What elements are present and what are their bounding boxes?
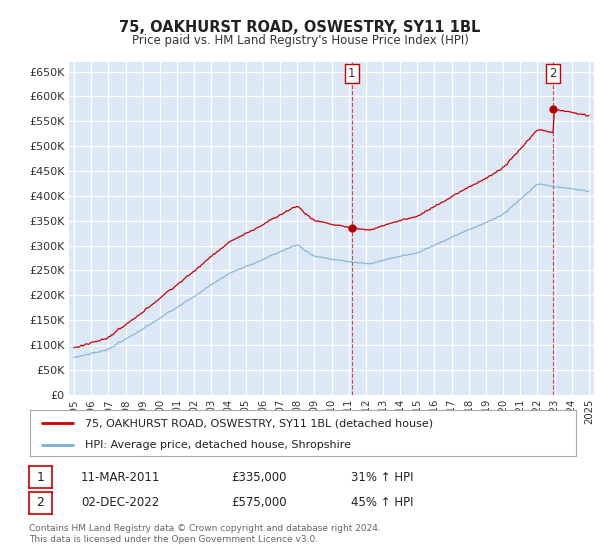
Text: 2: 2 xyxy=(36,496,44,510)
Text: £575,000: £575,000 xyxy=(231,496,287,510)
Text: 1: 1 xyxy=(348,67,356,80)
Text: 1: 1 xyxy=(36,470,44,484)
Text: HPI: Average price, detached house, Shropshire: HPI: Average price, detached house, Shro… xyxy=(85,440,350,450)
Text: 31% ↑ HPI: 31% ↑ HPI xyxy=(351,470,413,484)
Text: 75, OAKHURST ROAD, OSWESTRY, SY11 1BL: 75, OAKHURST ROAD, OSWESTRY, SY11 1BL xyxy=(119,20,481,35)
Text: £335,000: £335,000 xyxy=(231,470,287,484)
Text: 2: 2 xyxy=(550,67,557,80)
Text: Contains HM Land Registry data © Crown copyright and database right 2024.
This d: Contains HM Land Registry data © Crown c… xyxy=(29,524,380,544)
Text: 45% ↑ HPI: 45% ↑ HPI xyxy=(351,496,413,510)
Text: 11-MAR-2011: 11-MAR-2011 xyxy=(81,470,160,484)
Text: Price paid vs. HM Land Registry's House Price Index (HPI): Price paid vs. HM Land Registry's House … xyxy=(131,34,469,46)
Text: 02-DEC-2022: 02-DEC-2022 xyxy=(81,496,159,510)
Text: 75, OAKHURST ROAD, OSWESTRY, SY11 1BL (detached house): 75, OAKHURST ROAD, OSWESTRY, SY11 1BL (d… xyxy=(85,418,433,428)
